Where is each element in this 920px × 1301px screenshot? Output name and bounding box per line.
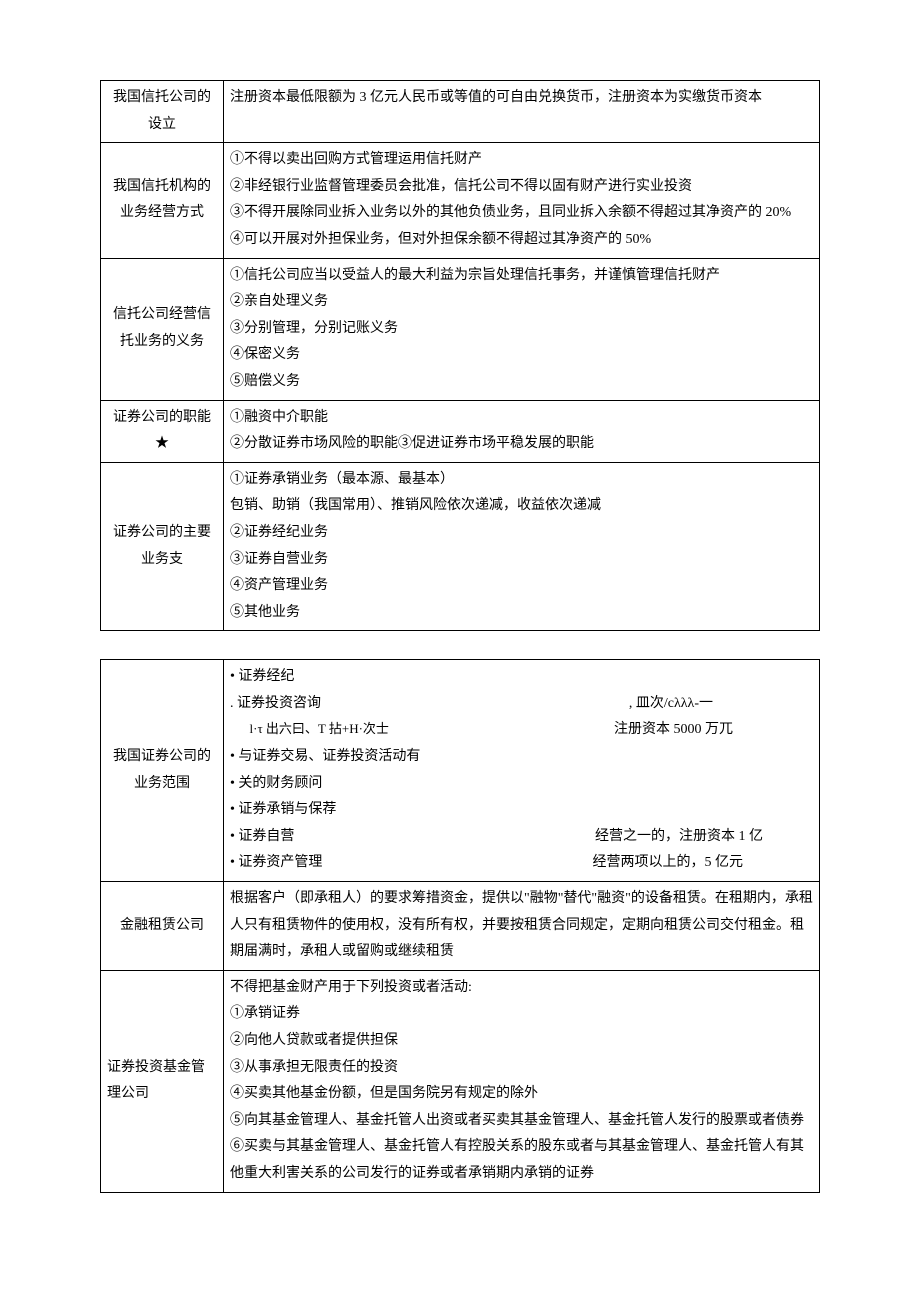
row-label: 金融租赁公司 [101,882,224,971]
content-line: • 证券经纪 [230,664,813,691]
content-line: 包销、助销（我国常用）、推销风险依次递减，收益依次递减 [230,493,813,520]
table-row: 我国信托公司的设立 注册资本最低限额为 3 亿元人民币或等值的可自由兑换货币，注… [101,81,820,143]
row-content: ①信托公司应当以受益人的最大利益为宗旨处理信托事务，并谨慎管理信托财产 ②亲自处… [224,258,820,400]
content-line: . 证券投资咨询 [230,691,321,718]
two-col-line: • 证券自营 经营之一的，注册资本 1 亿 [230,824,813,851]
content-line: • 与证券交易、证券投资活动有 [230,744,813,771]
content-line: ④买卖其他基金份额，但是国务院另有规定的除外 [230,1081,813,1108]
row-label: 我国证券公司的业务范围 [101,660,224,882]
content-line: ⑥买卖与其基金管理人、基金托管人有控股关系的股东或者与其基金管理人、基金托管人有… [230,1134,813,1187]
row-label: 我国信托公司的设立 [101,81,224,143]
content-line: • 证券资产管理 [230,850,322,877]
content-line: ③从事承担无限责任的投资 [230,1055,813,1082]
row-label: 证券投资基金管理公司 [101,970,224,1192]
content-line: ④资产管理业务 [230,573,813,600]
row-content: ①不得以卖出回购方式管理运用信托财产 ②非经银行业监督管理委员会批准，信托公司不… [224,143,820,258]
table-row: 信托公司经营信托业务的义务 ①信托公司应当以受益人的最大利益为宗旨处理信托事务，… [101,258,820,400]
note-text: 注册资本 5000 万兀 [614,717,813,744]
table-row: 我国证券公司的业务范围 • 证券经纪 . 证券投资咨询 , 皿次/cλλλ-一 … [101,660,820,882]
row-label: 证券公司的职能★ [101,400,224,462]
table-row: 证券公司的主要业务支 ①证券承销业务（最本源、最基本） 包销、助销（我国常用）、… [101,462,820,631]
content-line: 根据客户（即承租人）的要求筹措资金，提供以"融物"替代"融资"的设备租赁。在租期… [230,886,813,966]
content-line: ①证券承销业务（最本源、最基本） [230,467,813,494]
study-table-2: 我国证券公司的业务范围 • 证券经纪 . 证券投资咨询 , 皿次/cλλλ-一 … [100,659,820,1192]
table-row: 我国信托机构的业务经营方式 ①不得以卖出回购方式管理运用信托财产 ②非经银行业监… [101,143,820,258]
content-line: ②非经银行业监督管理委员会批准，信托公司不得以固有财产进行实业投资 [230,174,813,201]
row-label: 我国信托机构的业务经营方式 [101,143,224,258]
content-line: ③证券自营业务 [230,547,813,574]
content-line: ③不得开展除同业拆入业务以外的其他负债业务，且同业拆入余额不得超过其净资产的 2… [230,200,813,227]
content-line: 不得把基金财产用于下列投资或者活动: [230,975,813,1002]
row-content: 注册资本最低限额为 3 亿元人民币或等值的可自由兑换货币，注册资本为实缴货币资本 [224,81,820,143]
two-col-line: . 证券投资咨询 , 皿次/cλλλ-一 [230,691,813,718]
content-line: ②分散证券市场风险的职能③促进证券市场平稳发展的职能 [230,431,813,458]
content-line: ⑤向其基金管理人、基金托管人出资或者买卖其基金管理人、基金托管人发行的股票或者债… [230,1108,813,1135]
two-col-line: l·τ 出六曰、T 拈+H·次士 注册资本 5000 万兀 [230,717,813,744]
content-line: 注册资本最低限额为 3 亿元人民币或等值的可自由兑换货币，注册资本为实缴货币资本 [230,85,813,112]
content-line: • 证券承销与保荐 [230,797,813,824]
table-row: 金融租赁公司 根据客户（即承租人）的要求筹措资金，提供以"融物"替代"融资"的设… [101,882,820,971]
content-line: ①不得以卖出回购方式管理运用信托财产 [230,147,813,174]
two-col-line: • 证券资产管理 经营两项以上的，5 亿元 [230,850,813,877]
content-line: ②亲自处理义务 [230,289,813,316]
content-line: ①信托公司应当以受益人的最大利益为宗旨处理信托事务，并谨慎管理信托财产 [230,263,813,290]
row-content: 不得把基金财产用于下列投资或者活动: ①承销证券 ②向他人贷款或者提供担保 ③从… [224,970,820,1192]
content-line: ①承销证券 [230,1001,813,1028]
table-row: 证券投资基金管理公司 不得把基金财产用于下列投资或者活动: ①承销证券 ②向他人… [101,970,820,1192]
content-line: • 关的财务顾问 [230,771,813,798]
row-content: • 证券经纪 . 证券投资咨询 , 皿次/cλλλ-一 l·τ 出六曰、T 拈+… [224,660,820,882]
content-line: ②证券经纪业务 [230,520,813,547]
table-row: 证券公司的职能★ ①融资中介职能 ②分散证券市场风险的职能③促进证券市场平稳发展… [101,400,820,462]
note-text: , 皿次/cλλλ-一 [629,691,813,718]
row-content: ①证券承销业务（最本源、最基本） 包销、助销（我国常用）、推销风险依次递减，收益… [224,462,820,631]
content-line: ④保密义务 [230,342,813,369]
content-line: ⑤赔偿义务 [230,369,813,396]
sub-line: l·τ 出六曰、T 拈+H·次士 [230,717,389,744]
content-line: ②向他人贷款或者提供担保 [230,1028,813,1055]
row-content: 根据客户（即承租人）的要求筹措资金，提供以"融物"替代"融资"的设备租赁。在租期… [224,882,820,971]
note-text: 经营两项以上的，5 亿元 [593,850,814,877]
row-label: 信托公司经营信托业务的义务 [101,258,224,400]
content-line: • 证券自营 [230,824,294,851]
content-line: ③分别管理，分别记账义务 [230,316,813,343]
note-text: 经营之一的，注册资本 1 亿 [595,824,813,851]
content-line: ①融资中介职能 [230,405,813,432]
study-table-1: 我国信托公司的设立 注册资本最低限额为 3 亿元人民币或等值的可自由兑换货币，注… [100,80,820,631]
content-line: ④可以开展对外担保业务，但对外担保余额不得超过其净资产的 50% [230,227,813,254]
content-line: ⑤其他业务 [230,600,813,627]
row-content: ①融资中介职能 ②分散证券市场风险的职能③促进证券市场平稳发展的职能 [224,400,820,462]
row-label: 证券公司的主要业务支 [101,462,224,631]
